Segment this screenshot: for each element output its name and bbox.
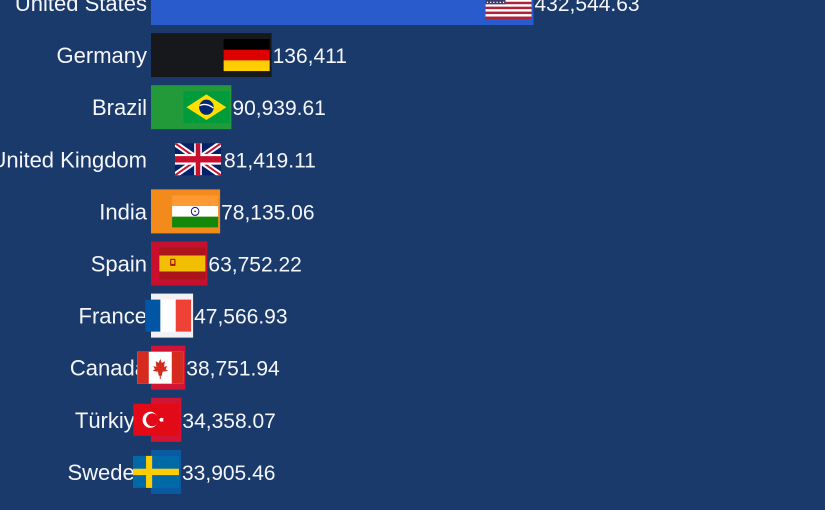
value-label: 81,419.11 (224, 149, 316, 172)
bar-row-brazil: Brazil 90,939.61 (92, 85, 326, 130)
france-flag-icon (145, 299, 192, 332)
value-label: 38,751.94 (186, 358, 280, 381)
bar-united-states (151, 0, 534, 25)
us-flag-icon (485, 0, 532, 20)
bar-row-united-kingdom: United Kingdom 81,419.11 (0, 137, 316, 182)
bar-row-india: India 78,135.06 (99, 189, 315, 234)
category-label: Brazil (92, 95, 147, 120)
india-flag-icon (172, 195, 219, 228)
value-label: 136,411 (273, 45, 347, 68)
value-label: 78,135.06 (221, 201, 314, 224)
uk-flag-icon (175, 143, 222, 176)
bar-row-france: France 47,566.93 (79, 293, 288, 338)
value-label: 47,566.93 (194, 306, 287, 329)
value-label: 34,358.07 (182, 410, 275, 433)
bar-row-canada: Canada 38,751.94 (70, 345, 280, 390)
value-label: 63,752.22 (208, 254, 301, 277)
category-label: Germany (57, 43, 147, 68)
canada-flag-icon (137, 351, 184, 384)
bar-row-spain: Spain 63,752.22 (91, 241, 302, 286)
category-label: India (99, 199, 147, 224)
germany-flag-icon (223, 39, 270, 72)
bar-row-united-states: United States 432,544.63 (15, 0, 640, 25)
brazil-flag-icon (183, 91, 230, 124)
category-label: Canada (70, 356, 148, 381)
category-label: France (79, 304, 147, 329)
category-label: Spain (91, 252, 147, 277)
bar-row-sweden: Sweden 33,905.46 (67, 449, 275, 494)
spain-flag-icon (159, 247, 206, 280)
value-label: 33,905.46 (182, 462, 275, 485)
category-label: United States (15, 0, 147, 16)
sweden-flag-icon (132, 455, 179, 488)
category-label: United Kingdom (0, 147, 147, 172)
bar-row-turkiye: Türkiye 34,358.07 (75, 397, 276, 442)
bar-row-germany: Germany 136,411 (57, 33, 347, 78)
turkiye-flag-icon (133, 403, 180, 436)
value-label: 90,939.61 (232, 97, 325, 120)
value-label: 432,544.63 (535, 0, 640, 16)
